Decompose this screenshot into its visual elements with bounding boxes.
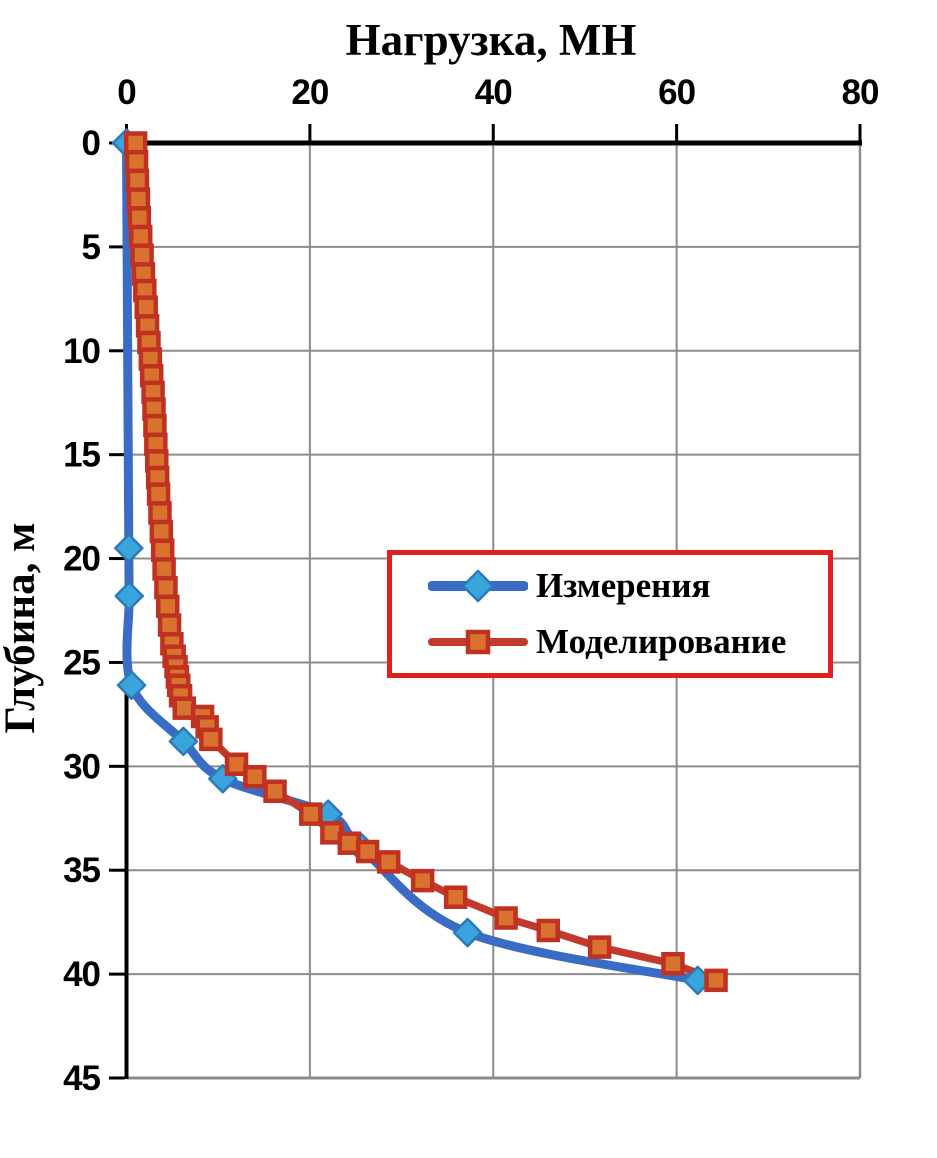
y-tick-label: 45	[63, 1059, 100, 1098]
y-tick-label: 15	[63, 436, 100, 475]
y-tick-label: 35	[63, 851, 100, 890]
modeling-data-point	[150, 538, 175, 562]
modeling-data-point	[126, 187, 151, 211]
modeling-data-point	[130, 243, 154, 267]
modeling-data-point	[143, 413, 167, 438]
modeling-data-point	[661, 951, 685, 976]
modeling-data-point	[154, 575, 178, 600]
x-axis-tick-labels: 0 20 40 60 80	[117, 73, 880, 112]
chart-title: Нагрузка, МН	[346, 15, 637, 65]
modeling-data-point	[376, 850, 401, 874]
modeling-data-point	[152, 557, 176, 581]
modeling-data-point	[125, 168, 150, 193]
y-tick-label: 30	[63, 747, 100, 786]
measurement-data-point	[452, 917, 483, 948]
modeling-data-point	[124, 149, 149, 174]
y-tick-label: 20	[63, 540, 100, 579]
modeling-data-point	[587, 935, 612, 959]
modeling-data-point	[146, 482, 171, 506]
legend-diamond-marker	[461, 570, 495, 603]
data-series	[111, 128, 728, 996]
modeling-data-point	[536, 918, 561, 943]
modeling-line-swatch	[428, 629, 528, 654]
x-tick-label: 60	[658, 73, 695, 112]
measurement-data-point	[168, 726, 199, 757]
legend-item-modeling: Моделирование	[428, 618, 828, 666]
modeling-data-point	[410, 868, 435, 893]
modeling-data-point	[134, 295, 158, 319]
y-tick-label: 25	[63, 643, 100, 682]
measurements-line-swatch	[428, 570, 528, 603]
modeling-data-point	[299, 802, 323, 826]
measurement-data-point	[116, 670, 147, 701]
legend-label-measurements: Измерения	[536, 566, 711, 606]
modeling-data-point	[149, 519, 174, 544]
modeling-data-point	[355, 839, 380, 864]
legend: Измерения Моделирование	[387, 550, 833, 678]
legend-square-marker	[465, 629, 491, 654]
modeling-data-point	[443, 885, 468, 909]
y-axis-tick-labels: 0 5 10 15 20 25 30 35 40 45	[63, 124, 101, 1098]
y-axis-title: Глубина, м	[0, 523, 44, 734]
legend-label-modeling: Моделирование	[536, 621, 787, 661]
modeling-data-point	[156, 594, 180, 619]
x-tick-label: 0	[117, 73, 136, 112]
modeling-data-point	[127, 206, 152, 230]
modeling-data-point	[263, 779, 287, 804]
modeling-data-point	[224, 752, 249, 777]
modeling-data-point	[704, 968, 728, 993]
modeling-data-point	[123, 131, 148, 155]
x-tick-label: 40	[475, 73, 512, 112]
y-tick-label: 0	[82, 124, 101, 163]
y-tick-label: 5	[82, 228, 101, 267]
y-tick-label: 10	[63, 332, 100, 371]
modeling-data-point	[243, 764, 267, 789]
x-tick-label: 20	[291, 73, 328, 112]
modeling-data-point	[148, 501, 172, 525]
y-tick-label: 40	[63, 955, 100, 994]
modeling-data-point	[157, 613, 182, 637]
modeling-data-point	[128, 224, 153, 249]
x-tick-label: 80	[842, 73, 879, 112]
legend-item-measurements: Измерения	[428, 562, 828, 610]
measurement-data-point	[114, 581, 145, 611]
modeling-data-point	[199, 727, 223, 752]
modeling-data-point	[494, 906, 518, 930]
measurement-data-point	[114, 533, 144, 563]
